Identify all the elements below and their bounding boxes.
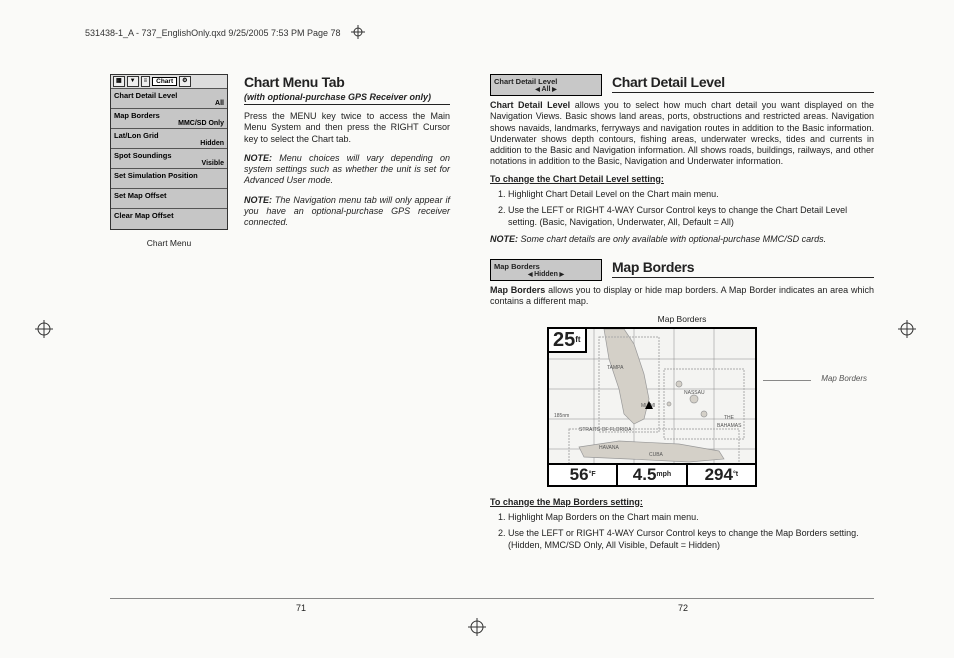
svg-text:STRAITS OF FLORIDA: STRAITS OF FLORIDA (579, 427, 632, 433)
chart-menu-tabs: ▦ ▼ ≡ Chart ⚙ (111, 75, 227, 89)
list-item: Highlight Chart Detail Level on the Char… (508, 188, 874, 200)
note: NOTE: The Navigation menu tab will only … (244, 195, 450, 229)
tab-icon: ▼ (127, 76, 139, 87)
page-number-right: 72 (492, 603, 874, 613)
registration-mark-icon (35, 320, 53, 338)
svg-text:THE: THE (724, 415, 735, 421)
callout-label: Map Borders (821, 374, 867, 383)
figure-caption: Chart Menu (110, 238, 228, 248)
instruction-list: Highlight Chart Detail Level on the Char… (508, 188, 874, 228)
svg-text:TAMPA: TAMPA (607, 365, 624, 371)
tab-icon: ≡ (141, 76, 151, 87)
chart-tab: Chart (152, 77, 177, 86)
page-content: ▦ ▼ ≡ Chart ⚙ Chart Detail LevelAll Map … (110, 74, 874, 598)
body-text: Map Borders allows you to display or hid… (490, 285, 874, 308)
menu-row: Map BordersMMC/SD Only (111, 109, 227, 129)
instruction-title: To change the Map Borders setting: (490, 497, 874, 507)
note: NOTE: Some chart details are only availa… (490, 234, 874, 245)
list-item: Highlight Map Borders on the Chart main … (508, 511, 874, 523)
crop-mark-icon (351, 25, 365, 42)
menu-row: Set Simulation Position (111, 169, 227, 189)
figure-caption: Map Borders (547, 314, 817, 324)
chart-detail-level-section: Chart Detail Level All Chart Detail Leve… (490, 74, 874, 245)
svg-text:BAHAMAS: BAHAMAS (717, 423, 742, 429)
tab-icon: ▦ (113, 76, 125, 87)
section-heading: Chart Detail Level (612, 74, 874, 93)
map-screenshot: TAMPA MIAMI STRAITS OF FLORIDA CUBA HAVA… (547, 327, 757, 487)
svg-text:CUBA: CUBA (649, 452, 664, 458)
chart-menu-figure: ▦ ▼ ≡ Chart ⚙ Chart Detail LevelAll Map … (110, 74, 228, 598)
detail-level-widget: Chart Detail Level All (490, 74, 602, 96)
map-borders-widget: Map Borders Hidden (490, 259, 602, 281)
svg-text:185nm: 185nm (554, 413, 569, 419)
left-page: ▦ ▼ ≡ Chart ⚙ Chart Detail LevelAll Map … (110, 74, 450, 598)
body-text: Chart Detail Level allows you to select … (490, 100, 874, 168)
page-number-left: 71 (110, 603, 492, 613)
menu-row: Lat/Lon GridHidden (111, 129, 227, 149)
svg-text:HAVANA: HAVANA (599, 445, 619, 451)
menu-row: Set Map Offset (111, 189, 227, 209)
speed-reading: 4.5mph (618, 465, 687, 485)
list-item: Use the LEFT or RIGHT 4-WAY Cursor Contr… (508, 527, 874, 551)
temp-reading: 56°F (549, 465, 618, 485)
registration-mark-icon (468, 618, 486, 636)
depth-reading: 25ft (549, 329, 587, 353)
list-item: Use the LEFT or RIGHT 4-WAY Cursor Contr… (508, 204, 874, 228)
registration-mark-icon (898, 320, 916, 338)
svg-text:NASSAU: NASSAU (684, 390, 705, 396)
note: NOTE: Menu choices will vary depending o… (244, 153, 450, 187)
instruction-title: To change the Chart Detail Level setting… (490, 174, 874, 184)
instruction-list: Highlight Map Borders on the Chart main … (508, 511, 874, 551)
right-page: Chart Detail Level All Chart Detail Leve… (490, 74, 874, 598)
section-heading: Chart Menu Tab (244, 74, 450, 90)
map-borders-section: Map Borders Hidden Map Borders Map Borde… (490, 259, 874, 551)
heading-reading: 294°t (688, 465, 755, 485)
map-figure: Map Borders (547, 314, 817, 487)
menu-row: Chart Detail LevelAll (111, 89, 227, 109)
callout-line (763, 380, 811, 381)
menu-row: Clear Map Offset (111, 209, 227, 229)
bottom-readings: 56°F 4.5mph 294°t (549, 463, 755, 485)
chart-menu-tab-section: Chart Menu Tab (with optional-purchase G… (244, 74, 450, 598)
chart-menu-box: ▦ ▼ ≡ Chart ⚙ Chart Detail LevelAll Map … (110, 74, 228, 230)
tab-icon: ⚙ (179, 76, 190, 87)
section-heading: Map Borders (612, 259, 874, 278)
section-subtitle: (with optional-purchase GPS Receiver onl… (244, 92, 450, 105)
print-header: 531438-1_A - 737_EnglishOnly.qxd 9/25/20… (85, 25, 365, 42)
menu-row: Spot SoundingsVisible (111, 149, 227, 169)
body-text: Press the MENU key twice to access the M… (244, 111, 450, 145)
page-footer: 71 72 (110, 598, 874, 613)
